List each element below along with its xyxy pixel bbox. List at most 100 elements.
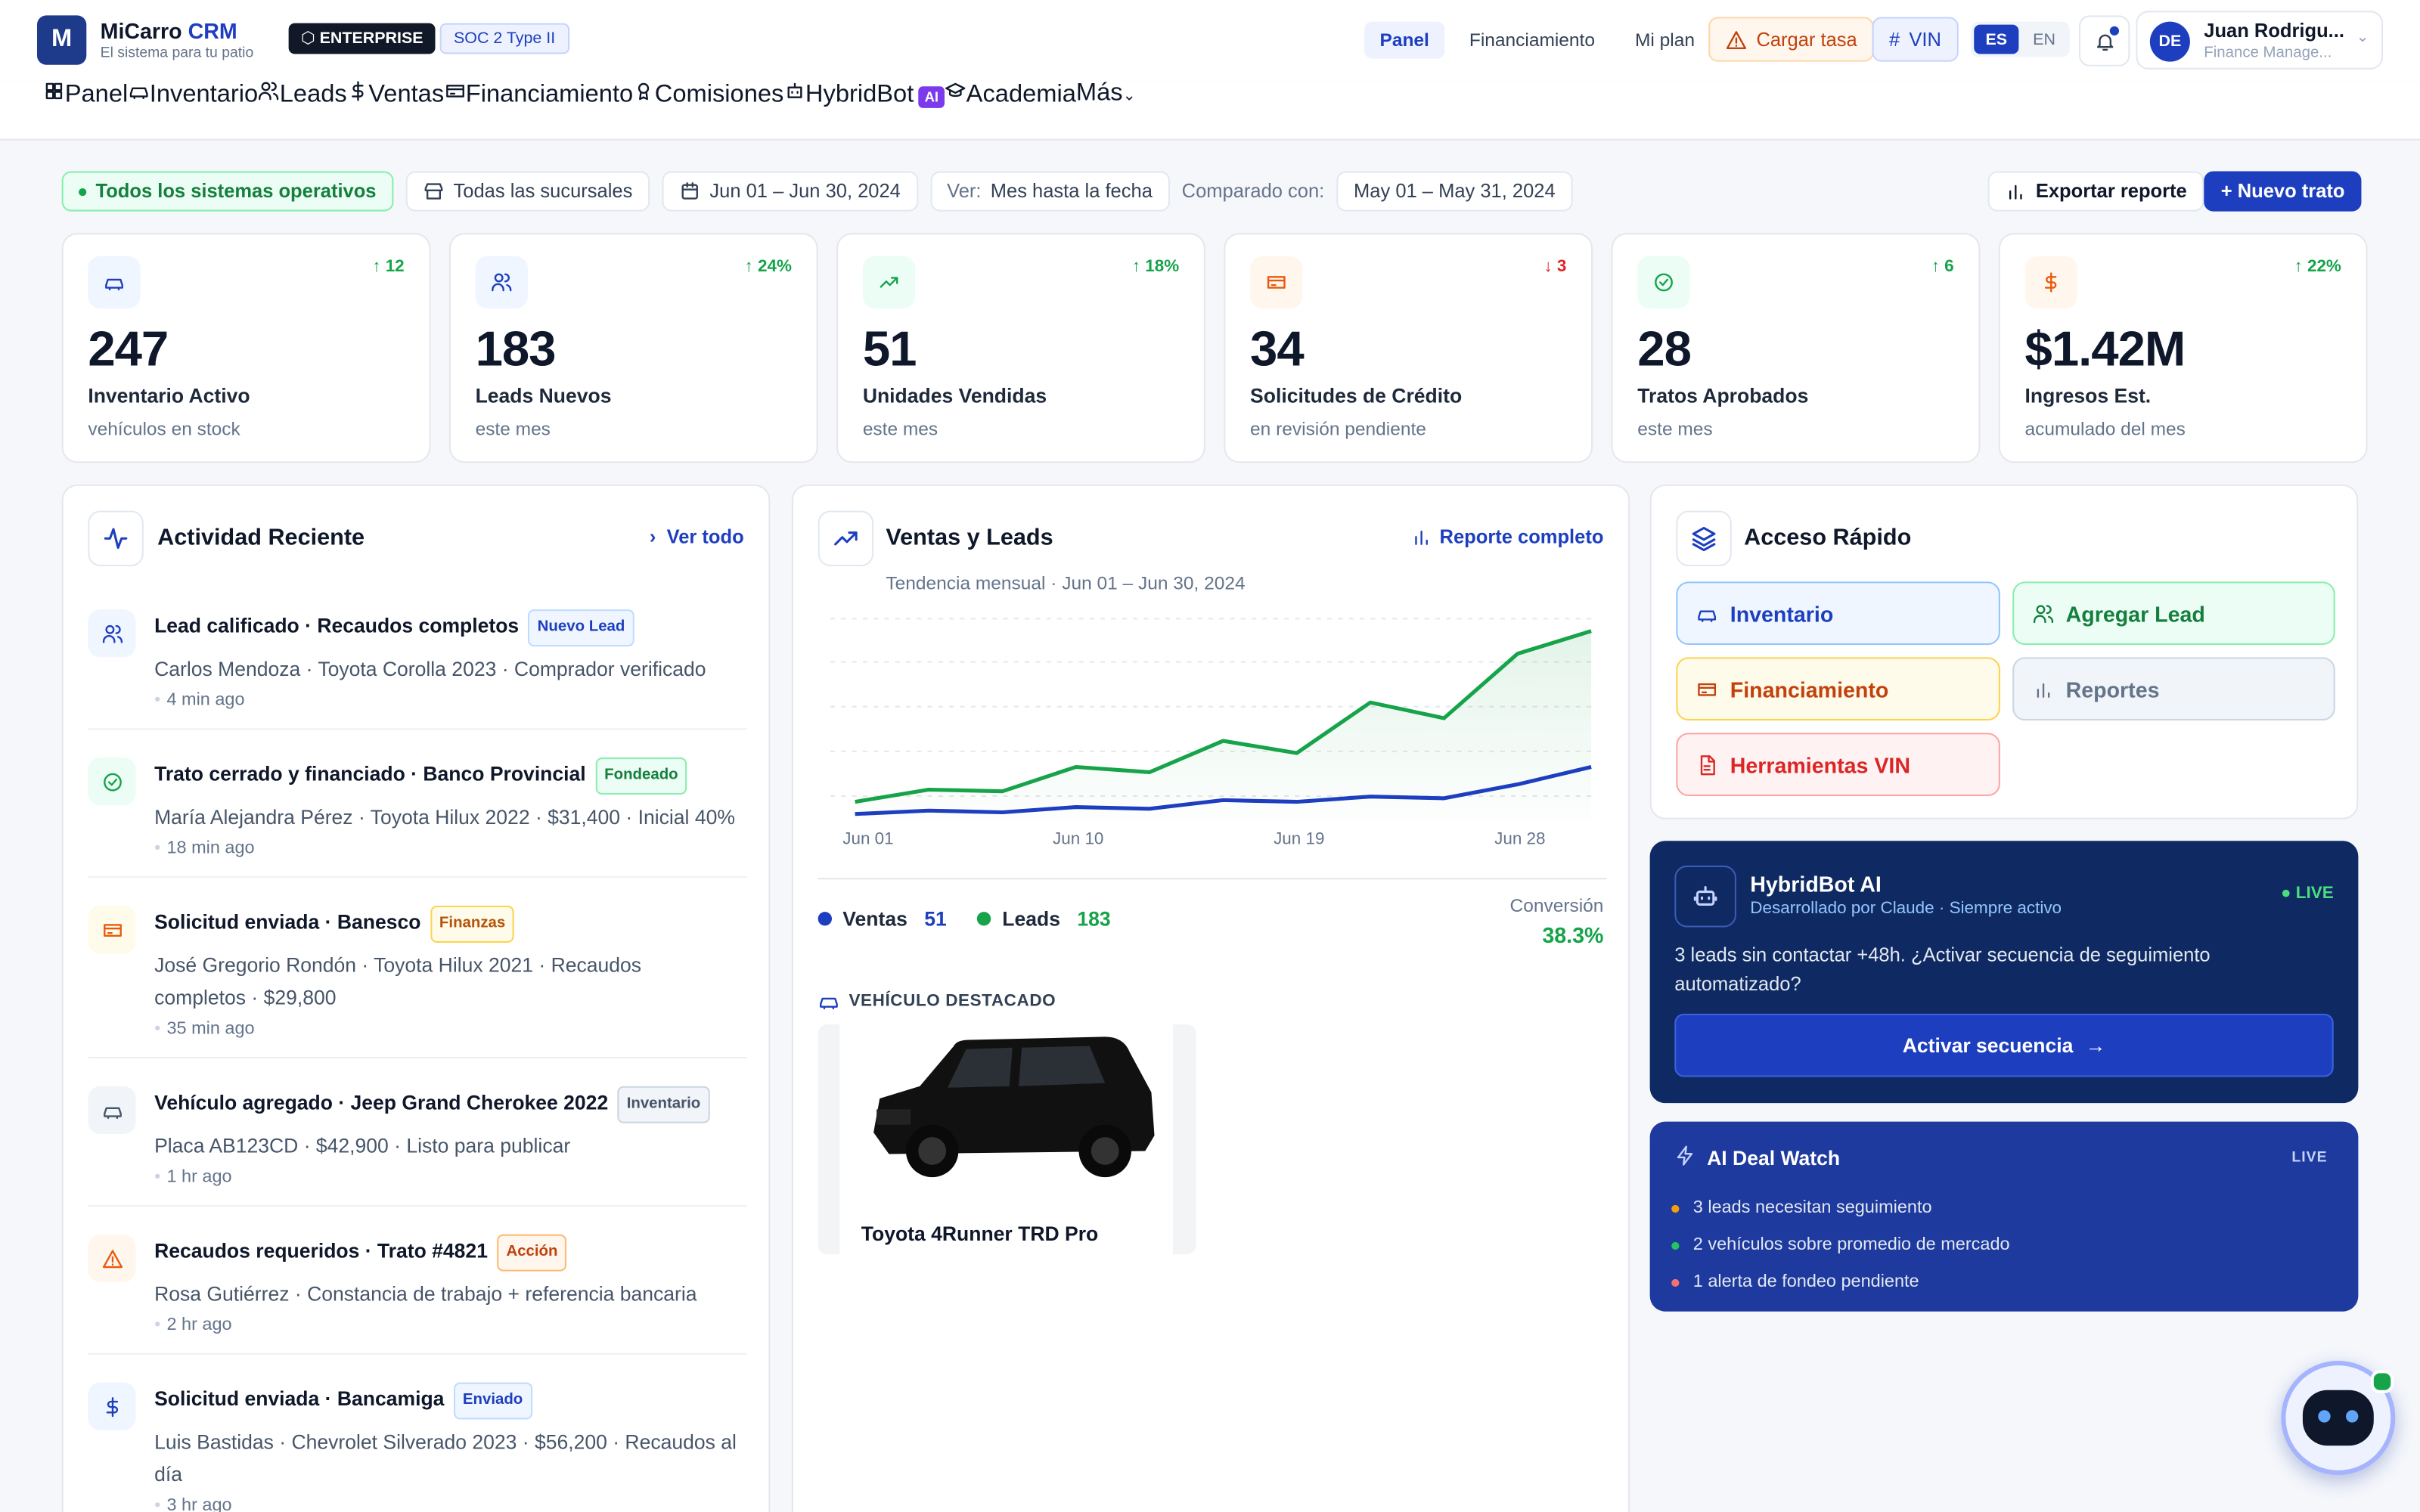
- icon: [43, 80, 65, 102]
- rate-button[interactable]: Cargar tasa: [1708, 17, 1875, 62]
- nav-label: Leads: [279, 82, 347, 108]
- nav-item[interactable]: Panel: [43, 80, 128, 139]
- watch-icon: [1674, 1145, 1696, 1174]
- activity-item[interactable]: Solicitud enviada · Banesco Finanzas José …: [88, 894, 747, 1058]
- floating-assistant[interactable]: [2281, 1360, 2396, 1476]
- activity-item[interactable]: Recaudos requeridos · Trato #4821 Acción R…: [88, 1222, 747, 1355]
- quick-label: Reportes: [2065, 676, 2160, 702]
- activity-link[interactable]: › Ver todo: [649, 525, 744, 548]
- icon: [1696, 678, 1718, 700]
- delta-value: 24%: [757, 257, 792, 277]
- quick-link[interactable]: Agregar Lead: [2012, 581, 2335, 646]
- activity-title: Trato cerrado y financiado · Banco Provi…: [154, 758, 747, 795]
- nav-label: Inventario: [149, 82, 259, 108]
- kpi-label: Inventario Activo: [88, 384, 250, 407]
- quick-label: Agregar Lead: [2065, 600, 2205, 626]
- bot-button[interactable]: Activar secuencia →: [1674, 1013, 2334, 1077]
- activity-item[interactable]: Lead calificado · Recaudos completos Nuev…: [88, 597, 747, 730]
- lang-es[interactable]: ES: [1974, 24, 2019, 54]
- user-menu[interactable]: DE Juan Rodrigu... Finance Manage... ⌄: [2136, 11, 2384, 70]
- time-dot: •: [154, 839, 161, 858]
- kpi-value: 34: [1250, 321, 1305, 376]
- activity-item[interactable]: Solicitud enviada · Bancamiga Enviado Luis…: [88, 1370, 746, 1512]
- activity-time: • 35 min ago: [154, 1020, 747, 1038]
- kpi-sub: este mes: [475, 418, 551, 440]
- quick-link[interactable]: Herramientas VIN: [1676, 733, 2000, 797]
- nav-item[interactable]: Leads: [258, 80, 347, 139]
- nav-label: Comisiones: [654, 82, 784, 108]
- nav-item[interactable]: Academia: [945, 80, 1076, 139]
- series-line: [855, 765, 1592, 816]
- activity-tag: Nuevo Lead: [528, 609, 634, 647]
- quick-link[interactable]: Financiamiento: [1676, 657, 2000, 721]
- date-text: Jun 01 – Jun 30, 2024: [709, 180, 901, 203]
- bot-panel: HybridBot AI Desarrollado por Claude · S…: [1649, 841, 2359, 1104]
- logo[interactable]: M: [36, 15, 87, 65]
- delta-arrow: ↑: [1131, 257, 1141, 277]
- icon: [2032, 603, 2054, 624]
- icon: [258, 80, 280, 102]
- notifications[interactable]: [2078, 15, 2130, 67]
- activity-tag: Finanzas: [430, 905, 515, 943]
- kpi-icon: [862, 256, 916, 309]
- nav-item[interactable]: HybridBot AI: [783, 80, 945, 139]
- view-filter[interactable]: Ver: Mes hasta la fecha: [929, 171, 1170, 212]
- time-dot: •: [154, 691, 161, 710]
- activity-item[interactable]: Vehículo agregado · Jeep Grand Cherokee …: [88, 1074, 747, 1207]
- activity-item[interactable]: Trato cerrado y financiado · Banco Provi…: [88, 745, 747, 878]
- activity-tag: Acción: [497, 1234, 567, 1272]
- nav-item[interactable]: Ventas: [347, 80, 444, 139]
- sales-link[interactable]: Reporte completo: [1410, 526, 1603, 547]
- quick-link[interactable]: Inventario: [1676, 581, 2000, 646]
- quick-link[interactable]: Reportes: [2012, 657, 2335, 721]
- delta-value: 22%: [2307, 257, 2341, 277]
- lang-en[interactable]: EN: [2033, 29, 2055, 49]
- nav-label: HybridBot: [805, 82, 914, 108]
- watch-text: 1 alerta de fondeo pendiente: [1692, 1272, 1919, 1292]
- activity-title: Lead calificado · Recaudos completos Nuev…: [154, 609, 747, 647]
- nav-item[interactable]: Comisiones: [633, 80, 783, 139]
- icon: [101, 622, 123, 644]
- icon: [783, 80, 805, 102]
- featured-photo: [873, 1036, 1155, 1178]
- vin-button[interactable]: # VIN: [1872, 17, 1959, 62]
- nav-label: Academia: [966, 82, 1076, 108]
- date-filter[interactable]: Jun 01 – Jun 30, 2024: [662, 171, 918, 212]
- nav-item[interactable]: Más⌄: [1076, 80, 1136, 139]
- bot-status-text: LIVE: [2295, 884, 2334, 903]
- badge-text: ENTERPRISE: [319, 29, 424, 48]
- activity-icon: [88, 1234, 136, 1282]
- kpi-value: 51: [862, 321, 917, 376]
- featured-name: Toyota 4Runner TRD Pro: [861, 1222, 1099, 1245]
- top-link[interactable]: Panel: [1364, 21, 1445, 59]
- view-label: Ver:: [947, 180, 982, 203]
- quick-label: Financiamiento: [1730, 676, 1889, 702]
- top-link[interactable]: Financiamiento: [1469, 29, 1595, 51]
- delta-arrow: ↑: [2294, 257, 2303, 277]
- bot-subtitle: Desarrollado por Claude · Siempre activo: [1750, 899, 2062, 919]
- x-tick-label: Jun 28: [1494, 829, 1545, 847]
- activity-title: Solicitud enviada · Banesco Finanzas: [154, 905, 747, 943]
- delta-value: 6: [1944, 257, 1954, 277]
- top-link[interactable]: Mi plan: [1635, 29, 1695, 51]
- new-deal-button[interactable]: + Nuevo trato: [2204, 171, 2362, 212]
- brand-accent: CRM: [188, 18, 237, 44]
- branch-filter[interactable]: Todas las sucursales: [405, 171, 650, 212]
- export-button[interactable]: Exportar reporte: [1987, 171, 2204, 212]
- activity-time: • 3 hr ago: [154, 1497, 747, 1512]
- chevron: ⌄: [2356, 29, 2369, 47]
- conversion-value: 38.3%: [1542, 922, 1604, 948]
- icon: [104, 271, 126, 293]
- nav-item[interactable]: Financiamiento: [444, 80, 633, 139]
- icon: [1696, 754, 1718, 776]
- nav-item[interactable]: Inventario: [128, 80, 258, 139]
- sales-chart: Jun 01 Jun 10 Jun 19 Jun 28: [830, 618, 1593, 847]
- compare-filter[interactable]: May 01 – May 31, 2024: [1336, 171, 1573, 212]
- bot-status: ● LIVE: [2281, 884, 2334, 903]
- featured-card[interactable]: Toyota 4Runner TRD Pro: [818, 1024, 1196, 1255]
- activity-icon: [88, 1086, 136, 1134]
- filter-bar: Todos los sistemas operativos Todas las …: [61, 171, 1573, 212]
- branch-text: Todas las sucursales: [453, 180, 633, 203]
- kpi-label: Tratos Aprobados: [1637, 384, 1809, 407]
- series-line: [855, 629, 1592, 804]
